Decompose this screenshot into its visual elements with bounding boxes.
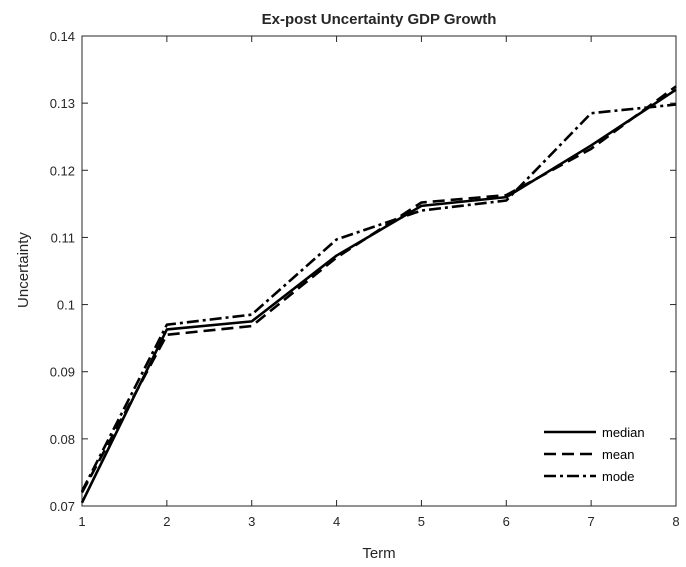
legend-label-median: median bbox=[602, 425, 645, 440]
y-tick-label: 0.07 bbox=[50, 499, 75, 514]
chart-title: Ex-post Uncertainty GDP Growth bbox=[262, 11, 497, 28]
x-tick-label: 5 bbox=[418, 514, 425, 529]
x-tick-label: 3 bbox=[248, 514, 255, 529]
y-tick-label: 0.12 bbox=[50, 163, 75, 178]
x-tick-label: 7 bbox=[588, 514, 595, 529]
y-axis-label: Uncertainty bbox=[15, 232, 32, 308]
x-tick-label: 4 bbox=[333, 514, 340, 529]
series-line-mean bbox=[80, 85, 677, 494]
x-tick-label: 2 bbox=[163, 514, 170, 529]
x-tick-label: 6 bbox=[503, 514, 510, 529]
y-axis: 0.07 0.08 0.09 0.1 0.11 0.12 0.13 0.14 bbox=[50, 29, 676, 514]
legend-label-mode: mode bbox=[602, 469, 635, 484]
legend: median mean mode bbox=[538, 418, 666, 496]
y-tick-label: 0.13 bbox=[50, 96, 75, 111]
y-tick-label: 0.08 bbox=[50, 432, 75, 447]
y-tick-label: 0.1 bbox=[57, 298, 75, 313]
x-axis-label: Term bbox=[362, 545, 395, 562]
legend-label-mean: mean bbox=[602, 447, 635, 462]
y-tick-label: 0.14 bbox=[50, 29, 75, 44]
y-tick-label: 0.11 bbox=[51, 230, 75, 245]
x-tick-label: 8 bbox=[672, 514, 679, 529]
y-tick-label: 0.09 bbox=[50, 365, 75, 380]
x-tick-label: 1 bbox=[78, 514, 85, 529]
series-group bbox=[80, 85, 677, 504]
series-line-mode bbox=[80, 103, 677, 492]
